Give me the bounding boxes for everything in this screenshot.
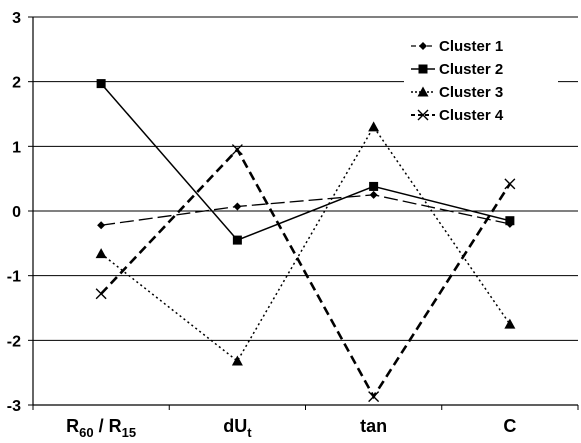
series-line [100,125,511,363]
y-tick-label: 1 [12,139,21,156]
legend: Cluster 1 Cluster 2 Cluster 3 Cluster 4 [404,24,558,124]
x-tick-label: dUt [223,416,252,440]
legend-entry: Cluster 2 [411,61,503,78]
legend-marker [417,86,429,97]
data-point [505,216,515,226]
x-axis-ticks: R60 / R15 dUt tan C [66,416,516,440]
legend-label: Cluster 2 [439,61,503,78]
series-2 [96,79,515,245]
data-point [96,79,106,89]
data-point [95,248,107,259]
series-4 [95,144,516,403]
data-point [504,318,516,329]
series-group [95,79,516,403]
series-line [100,83,511,241]
x-tick-label: tan [360,416,387,436]
legend-marker [417,109,429,121]
data-point [368,121,380,132]
data-point [231,144,243,156]
legend-label: Cluster 1 [439,38,503,55]
y-tick-label: 0 [12,204,21,221]
y-tick-label: 3 [12,10,21,27]
series-line [100,147,511,400]
data-point [231,355,243,366]
legend-marker [418,64,428,74]
data-point [233,202,242,211]
data-point [368,391,380,403]
legend-entry: Cluster 1 [411,38,503,55]
legend-marker [419,42,427,50]
x-tick-label: C [503,416,516,436]
series-1 [97,190,514,230]
y-tick-label: -1 [7,269,21,286]
legend-label: Cluster 3 [439,84,503,101]
legend-box [404,24,558,124]
data-point [232,235,242,245]
x-tick-label: R60 / R15 [66,416,136,440]
data-point [95,288,107,300]
series-3 [95,121,516,366]
y-tick-label: 2 [12,75,21,92]
y-tick-label: -2 [7,333,21,350]
legend-entry: Cluster 3 [411,84,503,101]
axes [28,16,579,410]
data-point [369,190,378,199]
legend-label: Cluster 4 [439,107,504,124]
legend-entry: Cluster 4 [411,107,504,124]
data-point [97,221,106,230]
series-line [101,194,511,226]
data-point [369,181,379,191]
y-axis-ticks: 3 2 1 0 -1 -2 -3 [7,10,21,415]
y-tick-label: -3 [7,398,21,415]
data-point [504,178,516,190]
